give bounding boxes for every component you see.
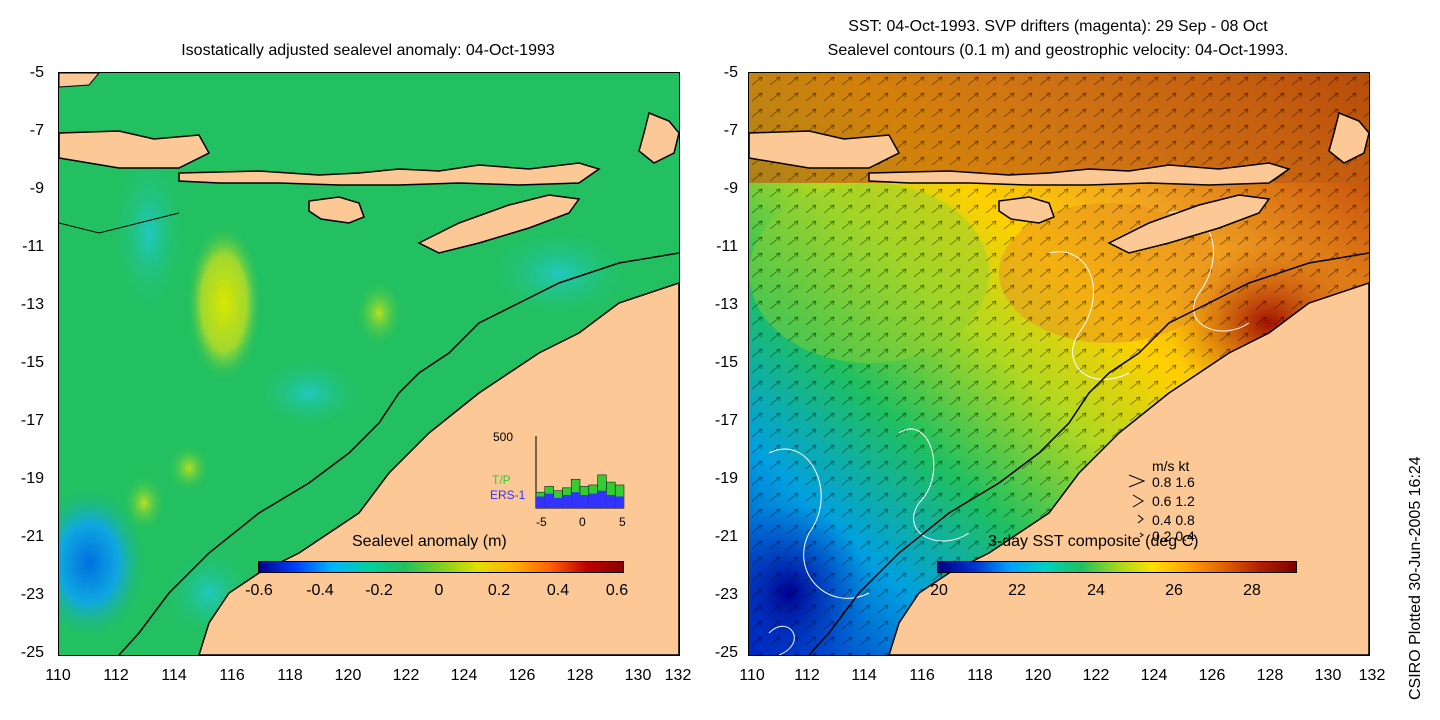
y-tick-label: -19 <box>20 470 44 487</box>
colorbar-tick-label: 0 <box>434 582 444 599</box>
x-tick-label: 128 <box>566 667 594 684</box>
x-tick-label: 132 <box>1358 667 1386 684</box>
x-tick-label: 110 <box>739 667 765 684</box>
x-tick-label: 124 <box>1140 667 1168 684</box>
y-tick-label: -7 <box>29 122 44 139</box>
x-tick-label: 116 <box>909 667 935 684</box>
histogram-series-ers-label: ERS-1 <box>490 488 526 502</box>
x-tick-label: 114 <box>851 667 877 684</box>
sst-map <box>748 72 1370 656</box>
plot-credit: CSIRO Plotted 30-Jun-2005 16:24 <box>1407 456 1424 700</box>
x-tick-label: 122 <box>1082 667 1110 684</box>
x-tick-label: 120 <box>1024 667 1052 684</box>
velocity-legend-row: 0.8 1.6 <box>1152 474 1195 490</box>
right-colorbar-title: 3-day SST composite (deg C) <box>988 533 1199 550</box>
velocity-legend-row: 0.2 0.4 <box>1152 528 1195 544</box>
x-tick-label: 112 <box>103 667 129 684</box>
x-tick-label: 114 <box>161 667 187 684</box>
histogram-bar-ers <box>588 493 598 508</box>
x-tick-label: 120 <box>334 667 362 684</box>
y-tick-label: -25 <box>714 644 738 661</box>
colorbar-tick-label: 0.2 <box>487 582 511 599</box>
y-tick-label: -15 <box>714 354 738 371</box>
x-tick-label: 112 <box>794 667 820 684</box>
y-tick-label: -5 <box>723 64 738 81</box>
histogram-y-max-label: 500 <box>493 430 514 444</box>
left-panel-title: Isostatically adjusted sealevel anomaly:… <box>181 42 555 59</box>
colorbar-tick-label: 20 <box>930 582 948 599</box>
y-tick-label: -5 <box>29 64 44 81</box>
y-tick-label: -19 <box>714 470 738 487</box>
right-panel-title-line2: Sealevel contours (0.1 m) and geostrophi… <box>827 42 1289 59</box>
histogram-plot <box>535 436 625 509</box>
x-tick-label: 130 <box>624 667 652 684</box>
histogram-bar-ers <box>597 490 607 508</box>
colorbar-tick-label: -0.2 <box>365 582 393 599</box>
y-tick-label: -21 <box>20 528 44 545</box>
y-tick-label: -23 <box>714 586 738 603</box>
y-tick-label: -21 <box>714 528 738 545</box>
colorbar-tick-label: -0.6 <box>245 582 273 599</box>
x-tick-label: 128 <box>1256 667 1284 684</box>
right-colorbar <box>937 561 1297 573</box>
y-tick-label: -17 <box>714 412 738 429</box>
histogram-x-tick: 0 <box>579 515 586 529</box>
histogram-bar-ers <box>571 492 580 508</box>
histogram-bar-ers <box>553 497 563 508</box>
y-tick-label: -15 <box>20 354 44 371</box>
y-tick-label: -25 <box>20 644 44 661</box>
x-tick-label: 122 <box>392 667 420 684</box>
x-tick-label: 132 <box>664 667 692 684</box>
x-tick-label: 118 <box>277 667 303 684</box>
left-colorbar-title: Sealevel anomaly (m) <box>352 533 507 550</box>
colorbar-tick-label: 26 <box>1165 582 1183 599</box>
colorbar-tick-label: 0.4 <box>546 582 570 599</box>
x-tick-label: 110 <box>45 667 71 684</box>
velocity-legend-row: 0.6 1.2 <box>1152 493 1195 509</box>
histogram-series-tp-label: T/P <box>492 473 511 487</box>
colorbar-tick-label: 24 <box>1087 582 1105 599</box>
y-tick-label: -11 <box>716 238 738 255</box>
histogram-bar-ers <box>536 496 545 508</box>
x-tick-label: 124 <box>450 667 478 684</box>
y-tick-label: -13 <box>714 296 738 313</box>
y-tick-label: -9 <box>29 180 44 197</box>
colorbar-tick-label: 0.6 <box>605 582 629 599</box>
x-tick-label: 116 <box>219 667 245 684</box>
x-tick-label: 126 <box>508 667 536 684</box>
velocity-legend-header: m/s kt <box>1152 458 1190 474</box>
histogram-bar-ers <box>544 493 554 508</box>
colorbar-tick-label: -0.4 <box>306 582 334 599</box>
y-tick-label: -17 <box>20 412 44 429</box>
y-tick-label: -13 <box>20 296 44 313</box>
histogram-bar-ers <box>615 496 624 508</box>
x-tick-label: 130 <box>1314 667 1342 684</box>
histogram-bar-ers <box>562 495 572 508</box>
x-tick-label: 118 <box>967 667 993 684</box>
y-tick-label: -11 <box>22 238 44 255</box>
histogram-x-tick: 5 <box>619 515 626 529</box>
left-colorbar <box>258 561 624 573</box>
y-tick-label: -9 <box>723 180 738 197</box>
velocity-legend-row: 0.4 0.8 <box>1152 512 1195 528</box>
right-panel-title-line1: SST: 04-Oct-1993. SVP drifters (magenta)… <box>848 18 1268 35</box>
colorbar-tick-label: 22 <box>1008 582 1026 599</box>
x-tick-label: 126 <box>1198 667 1226 684</box>
histogram-bar-ers <box>580 495 589 508</box>
histogram-x-tick: -5 <box>536 515 547 529</box>
colorbar-tick-label: 28 <box>1243 582 1261 599</box>
histogram-bar-ers <box>606 495 616 508</box>
y-tick-label: -23 <box>20 586 44 603</box>
y-tick-label: -7 <box>723 122 738 139</box>
